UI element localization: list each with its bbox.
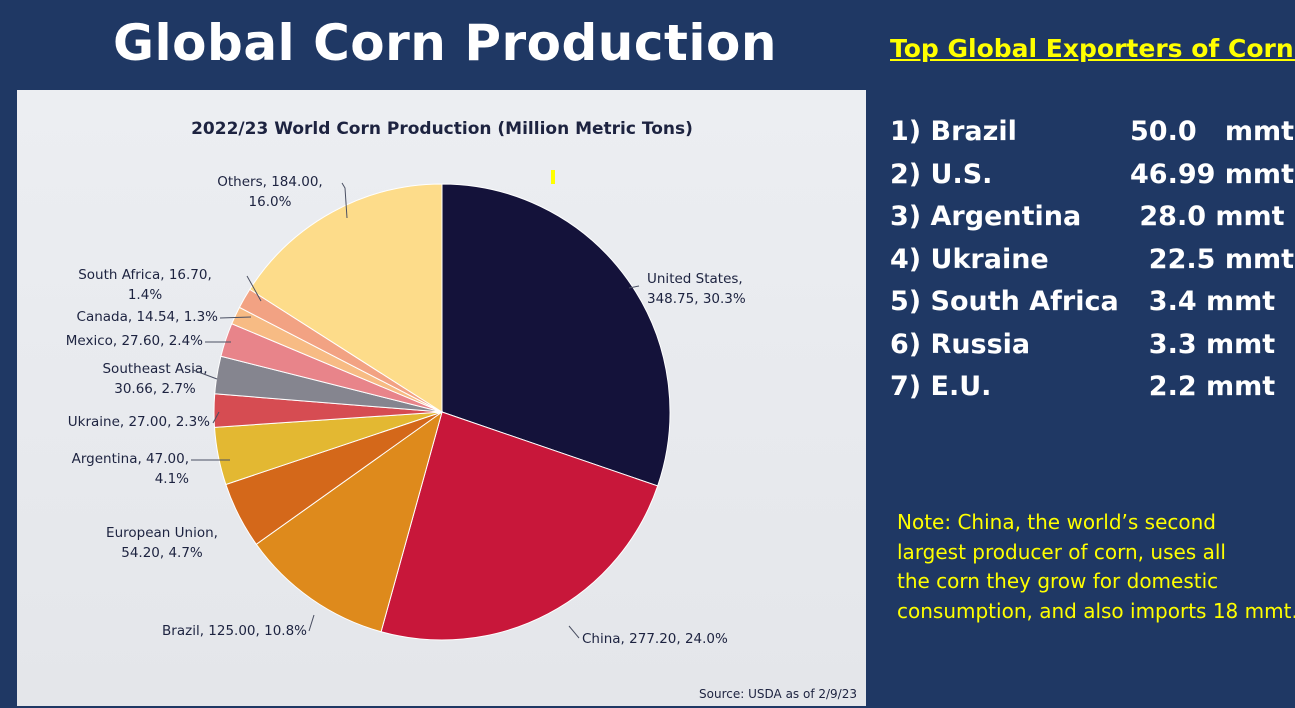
pie-slice-others <box>249 183 443 413</box>
exporter-name: 5) South Africa <box>890 286 1119 317</box>
exporter-value: 50.0 mmt <box>1130 116 1294 147</box>
exporter-name: 6) Russia <box>890 328 1031 360</box>
slice-label: 1.4% <box>128 287 162 303</box>
pie-slice-united-states <box>441 183 671 487</box>
slice-label: United States, <box>647 271 743 287</box>
pie-chart-panel: 2022/23 World Corn Production (Million M… <box>17 90 866 706</box>
leader-line <box>246 275 262 302</box>
slice-label: South Africa, 16.70, <box>78 267 212 283</box>
pie-slice-brazil <box>255 410 443 633</box>
note-line: consumption, and also imports 18 mmt. <box>897 598 1295 623</box>
slice-label: 4.1% <box>155 471 189 487</box>
slice-label: 54.20, 4.7% <box>121 545 203 561</box>
slice-label: 16.0% <box>249 194 292 210</box>
exporter-value: 22.5 mmt <box>1130 243 1294 275</box>
slice-label: Canada, 14.54, 1.3% <box>77 309 219 325</box>
exporters-title: Top Global Exporters of Corn: <box>890 34 1295 63</box>
slice-label: Mexico, 27.60, 2.4% <box>66 333 203 349</box>
note-line: Note: China, the world’s second <box>897 510 1216 534</box>
exporter-name: 7) E.U. <box>890 371 992 402</box>
note-line: the corn they grow for domestic <box>897 569 1219 593</box>
exporter-name: 4) Ukraine <box>890 243 1049 275</box>
slice-label: 30.66, 2.7% <box>114 381 196 397</box>
slide-title: Global Corn Production <box>113 14 777 72</box>
slice-label: Southeast Asia, <box>102 361 207 377</box>
leader-line <box>628 285 640 289</box>
slice-label: Ukraine, 27.00, 2.3% <box>68 414 210 430</box>
slice-label: Others, 184.00, <box>217 174 322 190</box>
chart-source: Source: USDA as of 2/9/23 <box>699 687 857 701</box>
slice-label: 348.75, 30.3% <box>647 291 746 307</box>
leader-line <box>568 625 580 639</box>
exporter-value: 3.4 mmt <box>1130 286 1276 317</box>
yellow-marker <box>551 170 555 184</box>
leader-line <box>212 411 220 424</box>
exporter-name: 3) Argentina <box>890 201 1082 232</box>
exporter-name: 1) Brazil <box>890 116 1017 147</box>
chart-title: 2022/23 World Corn Production (Million M… <box>191 119 693 139</box>
slice-label: Brazil, 125.00, 10.8% <box>162 623 307 639</box>
leader-line <box>341 182 348 219</box>
slice-label: European Union, <box>106 525 218 541</box>
exporter-name: 2) U.S. <box>890 158 993 190</box>
note-line: largest producer of corn, uses all <box>897 539 1226 564</box>
note-text: Note: China, the world’s second largest … <box>897 508 1295 626</box>
leader-line <box>219 316 252 319</box>
pie-chart: 2022/23 World Corn Production (Million M… <box>66 119 857 701</box>
leader-line <box>192 369 218 380</box>
leader-line <box>308 614 315 632</box>
pie-slice-china <box>380 411 659 641</box>
slice-label: China, 277.20, 24.0% <box>582 631 728 647</box>
exporter-value: 46.99 mmt <box>1130 158 1294 190</box>
slice-label: Argentina, 47.00, <box>72 451 189 467</box>
exporter-value: 28.0 mmt <box>1130 201 1285 232</box>
exporter-value: 2.2 mmt <box>1130 371 1276 402</box>
exporter-value: 3.3 mmt <box>1130 328 1276 360</box>
